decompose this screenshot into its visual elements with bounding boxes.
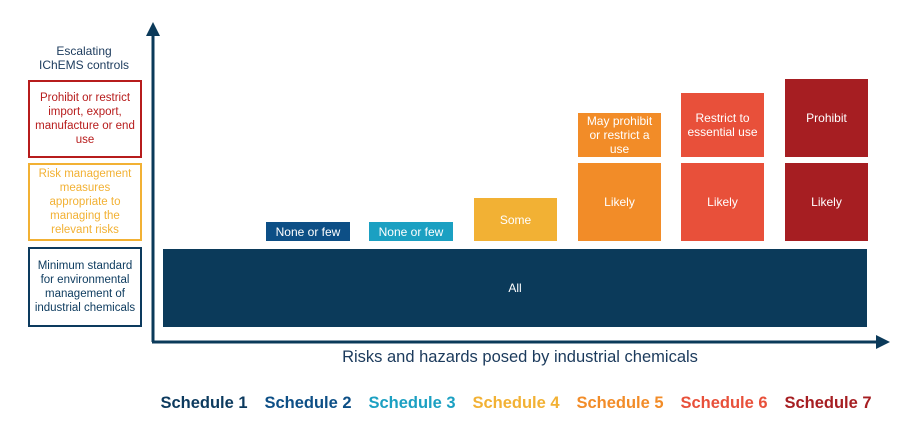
tier3-bar-schedule-5: May prohibit or restrict a use (578, 113, 661, 157)
y-axis-title: Escalating IChEMS controls (38, 44, 130, 72)
all-bar-label: All (508, 281, 522, 295)
legend-prohibit-restrict-text: Prohibit or restrict import, export, man… (35, 92, 135, 146)
tier3-bar-schedule-5-label: May prohibit or restrict a use (586, 114, 653, 156)
tier2-bar-schedule-6-label: Likely (707, 195, 738, 209)
tier2-bar-schedule-6: Likely (681, 163, 764, 241)
tier2-bar-schedule-2-label: None or few (275, 224, 341, 239)
tier2-bar-schedule-7-label: Likely (811, 195, 842, 209)
tier2-bar-schedule-3-label: None or few (378, 224, 444, 239)
tier2-bar-schedule-4-label: Some (499, 212, 532, 227)
tier2-bar-schedule-7: Likely (785, 163, 868, 241)
tier3-bar-schedule-6: Restrict to essential use (681, 93, 764, 157)
schedule-1-label: Schedule 1 (160, 394, 248, 412)
tier3-bar-schedule-7-label: Prohibit (806, 111, 847, 125)
tier2-bar-schedule-2: None or few (266, 222, 350, 241)
legend-minimum-standard-text: Minimum standard for environmental manag… (34, 260, 136, 314)
schedule-2-label: Schedule 2 (264, 394, 352, 412)
legend-minimum-standard: Minimum standard for environmental manag… (28, 247, 142, 327)
schedule-6-label: Schedule 6 (680, 394, 768, 412)
schedule-4-label: Schedule 4 (472, 394, 560, 412)
x-axis-arrowhead (876, 335, 890, 349)
schedule-5-label: Schedule 5 (576, 394, 664, 412)
tier3-bar-schedule-6-label: Restrict to essential use (687, 111, 758, 139)
schedule-7-label: Schedule 7 (784, 394, 872, 412)
all-bar: All (163, 249, 867, 327)
tier2-bar-schedule-5: Likely (578, 163, 661, 241)
tier2-bar-schedule-3: None or few (369, 222, 453, 241)
tier2-bar-schedule-4: Some (474, 198, 557, 241)
x-axis-title: Risks and hazards posed by industrial ch… (342, 348, 698, 366)
y-axis-arrowhead (146, 22, 160, 36)
legend-risk-management: Risk management measures appropriate to … (28, 163, 142, 241)
tier3-bar-schedule-7: Prohibit (785, 79, 868, 157)
legend-risk-management-text: Risk management measures appropriate to … (38, 168, 132, 236)
tier2-bar-schedule-5-label: Likely (604, 195, 635, 209)
schedule-3-label: Schedule 3 (368, 394, 456, 412)
legend-prohibit-restrict: Prohibit or restrict import, export, man… (28, 80, 142, 158)
